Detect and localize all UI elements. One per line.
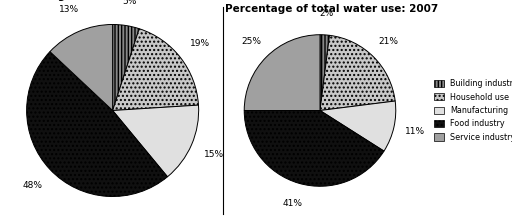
Wedge shape <box>320 35 330 110</box>
Text: 41%: 41% <box>283 199 303 208</box>
Text: 21%: 21% <box>378 37 398 46</box>
Wedge shape <box>320 35 395 110</box>
Text: 2%: 2% <box>319 9 333 18</box>
Wedge shape <box>113 25 139 110</box>
Text: 25%: 25% <box>242 37 262 46</box>
Wedge shape <box>27 52 167 196</box>
Text: 19%: 19% <box>189 38 210 48</box>
Text: 15%: 15% <box>204 150 224 159</box>
Wedge shape <box>113 105 199 177</box>
Wedge shape <box>50 25 113 110</box>
Legend: Building industry, Household use, Manufacturing, Food industry, Service industry: Building industry, Household use, Manufa… <box>434 79 512 142</box>
Text: 48%: 48% <box>23 181 42 190</box>
Text: 5%: 5% <box>123 0 137 6</box>
Text: Percentage of total water use: 1997: Percentage of total water use: 1997 <box>5 0 218 1</box>
Text: 11%: 11% <box>404 127 425 136</box>
Wedge shape <box>320 101 396 151</box>
Wedge shape <box>244 35 320 110</box>
Text: Percentage of total water use: 2007: Percentage of total water use: 2007 <box>225 4 439 14</box>
Wedge shape <box>113 29 199 110</box>
Wedge shape <box>244 110 384 186</box>
Text: 13%: 13% <box>59 5 79 14</box>
